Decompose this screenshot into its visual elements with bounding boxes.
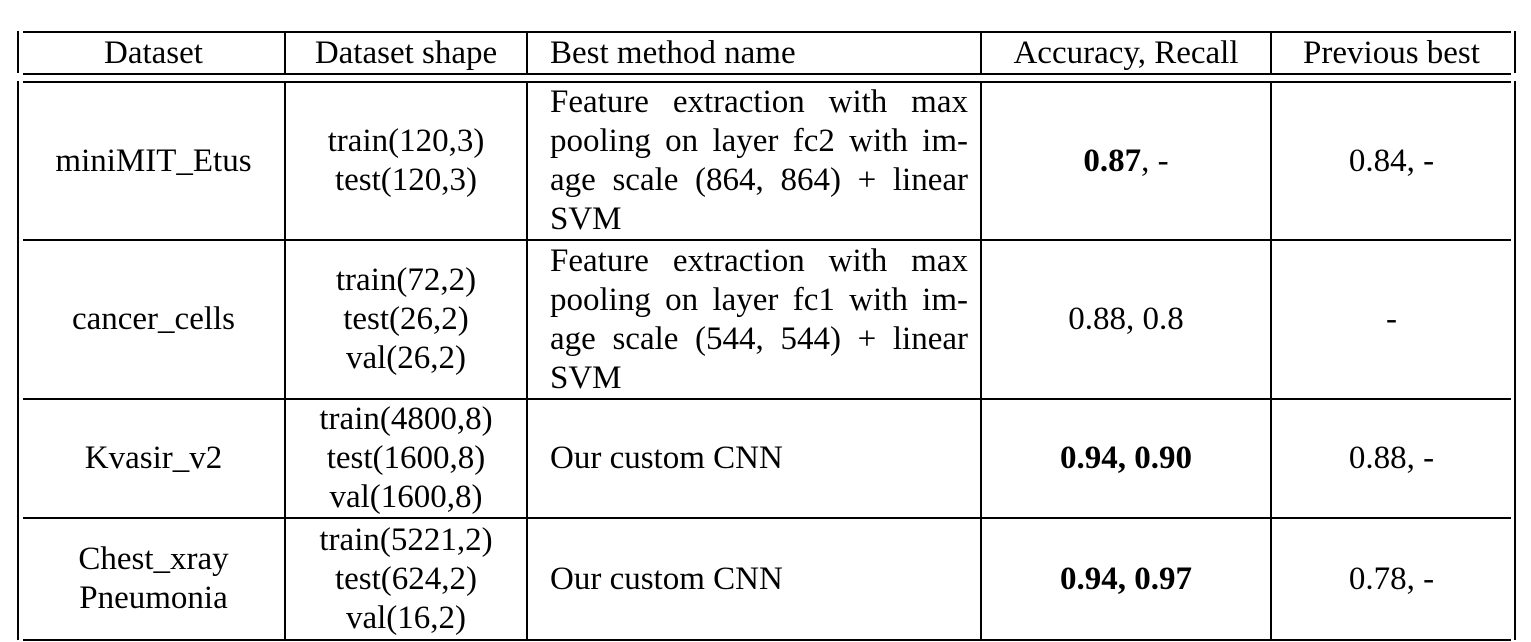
method-text: Feature extraction with max pooling on l… xyxy=(550,242,968,396)
accuracy-bold: 0.94, 0.97 xyxy=(1060,560,1192,597)
results-table-header: Dataset Dataset shape Best method name A… xyxy=(23,31,1511,75)
accuracy-plain: , - xyxy=(1141,142,1169,179)
shape-line: val(16,2) xyxy=(345,599,467,636)
shape-line: test(120,3) xyxy=(334,162,478,198)
header-frame xyxy=(17,31,1516,73)
column-header-previous-best: Previous best xyxy=(1270,31,1511,75)
method-cell: Feature extraction with max pooling on l… xyxy=(526,81,982,241)
dataset-shape-cell: train(72,2) test(26,2) val(26,2) xyxy=(284,239,528,400)
shape-line: val(1600,8) xyxy=(329,479,483,515)
table-row: Kvasir_v2 train(4800,8) test(1600,8) val… xyxy=(23,398,1511,519)
previous-best-cell: 0.84, - xyxy=(1270,81,1511,241)
body-frame xyxy=(17,81,1516,640)
accuracy-bold: 0.94, 0.90 xyxy=(1060,440,1192,476)
dataset-name: Kvasir_v2 xyxy=(84,440,223,476)
dataset-cell: Kvasir_v2 xyxy=(23,398,286,519)
dataset-cell: cancer_cells xyxy=(23,239,286,400)
accuracy-cell: 0.94, 0.90 xyxy=(980,398,1272,519)
table-row: miniMIT_Etus train(120,3) test(120,3) Fe… xyxy=(23,81,1511,241)
method-cell: Our custom CNN xyxy=(526,398,982,519)
dataset-name: miniMIT_Etus xyxy=(55,142,252,179)
accuracy-plain: 0.88, 0.8 xyxy=(1068,301,1184,337)
method-cell: Feature extraction with max pooling on l… xyxy=(526,239,982,400)
results-table-body: miniMIT_Etus train(120,3) test(120,3) Fe… xyxy=(23,81,1511,641)
accuracy-cell: 0.88, 0.8 xyxy=(980,239,1272,400)
shape-line: train(72,2) xyxy=(335,262,477,298)
dataset-shape-cell: train(4800,8) test(1600,8) val(1600,8) xyxy=(284,398,528,519)
method-text: Our custom CNN xyxy=(550,440,783,476)
previous-best-cell: 0.88, - xyxy=(1270,398,1511,519)
dataset-shape-cell: train(5221,2) test(624,2) val(16,2) xyxy=(284,517,528,641)
shape-line: test(1600,8) xyxy=(326,440,486,476)
accuracy-bold: 0.87 xyxy=(1083,142,1142,179)
accuracy-cell: 0.87, - xyxy=(980,81,1272,241)
shape-line: test(26,2) xyxy=(343,301,469,337)
column-header-dataset: Dataset xyxy=(23,31,286,75)
dataset-name: Pneumonia xyxy=(79,580,228,616)
shape-line: test(624,2) xyxy=(334,560,478,597)
dataset-cell: Chest_xray Pneumonia xyxy=(23,517,286,641)
dataset-name: cancer_cells xyxy=(71,301,236,337)
shape-line: train(120,3) xyxy=(327,123,485,159)
previous-best-cell: - xyxy=(1270,239,1511,400)
header-row: Dataset Dataset shape Best method name A… xyxy=(23,31,1511,75)
dataset-shape-cell: train(120,3) test(120,3) xyxy=(284,81,528,241)
method-text: Our custom CNN xyxy=(550,560,783,597)
table-row: Chest_xray Pneumonia train(5221,2) test(… xyxy=(23,517,1511,641)
dataset-name: Chest_xray xyxy=(78,541,229,577)
shape-line: val(26,2) xyxy=(345,340,467,376)
dataset-cell: miniMIT_Etus xyxy=(23,81,286,241)
previous-best-cell: 0.78, - xyxy=(1270,517,1511,641)
method-text: Feature extraction with max pooling on l… xyxy=(550,84,968,237)
column-header-best-method: Best method name xyxy=(526,31,982,75)
accuracy-cell: 0.94, 0.97 xyxy=(980,517,1272,641)
column-header-accuracy-recall: Accuracy, Recall xyxy=(980,31,1272,75)
table-row: cancer_cells train(72,2) test(26,2) val(… xyxy=(23,239,1511,400)
method-cell: Our custom CNN xyxy=(526,517,982,641)
column-header-dataset-shape: Dataset shape xyxy=(284,31,528,75)
shape-line: train(4800,8) xyxy=(319,401,493,437)
shape-line: train(5221,2) xyxy=(319,521,493,558)
